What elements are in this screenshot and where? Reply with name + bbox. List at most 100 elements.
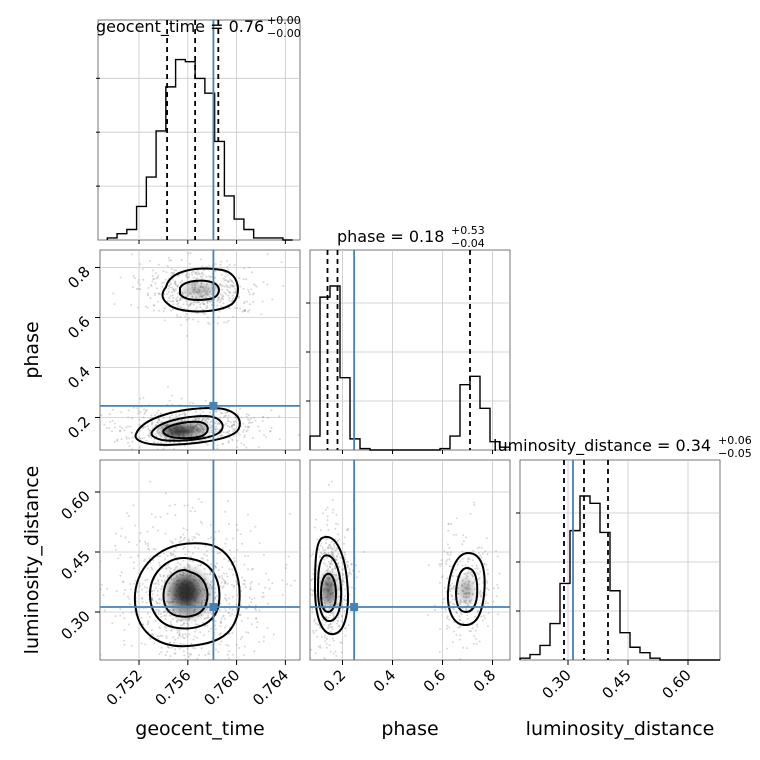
sample-point: [227, 414, 230, 417]
sample-point: [141, 597, 144, 600]
sample-point: [495, 550, 498, 553]
sample-point: [225, 284, 228, 287]
sample-point: [153, 277, 156, 280]
sample-point: [148, 557, 151, 560]
sample-point: [328, 544, 331, 547]
sample-point: [176, 299, 179, 302]
sample-point: [197, 614, 200, 617]
sample-point: [345, 627, 347, 630]
sample-point: [157, 441, 160, 444]
sample-point: [223, 626, 226, 629]
sample-point: [474, 629, 477, 632]
sample-point: [151, 422, 154, 425]
sample-point: [154, 433, 157, 436]
sample-point: [193, 630, 196, 633]
sample-point: [267, 578, 270, 581]
sample-point: [476, 547, 479, 550]
sample-point: [310, 588, 312, 591]
sample-point: [160, 421, 163, 424]
sample-point: [485, 600, 488, 603]
contour-mid: [148, 556, 221, 630]
sample-point: [169, 283, 172, 286]
sample-point: [148, 435, 150, 438]
sample-point: [194, 418, 197, 421]
sample-point: [131, 436, 134, 439]
sample-point: [156, 430, 159, 433]
sample-point: [130, 431, 133, 434]
sample-point: [479, 554, 482, 557]
sample-point: [228, 568, 231, 571]
sample-point: [483, 617, 486, 620]
sample-point: [119, 574, 122, 577]
sample-point: [204, 399, 207, 402]
sample-point: [179, 413, 182, 416]
sample-point: [469, 600, 472, 603]
sample-point: [335, 558, 337, 561]
sample-point: [155, 582, 158, 585]
sample-point: [204, 617, 207, 620]
sample-point: [445, 560, 448, 563]
sample-point: [196, 312, 199, 315]
sample-point: [323, 601, 326, 604]
sample-point: [204, 611, 207, 614]
sample-point: [217, 296, 220, 299]
sample-point: [239, 533, 242, 536]
sample-point: [139, 532, 142, 535]
sample-point: [196, 623, 199, 626]
sample-point: [234, 307, 236, 309]
sample-point: [325, 616, 328, 619]
sample-point: [220, 575, 223, 577]
sample-point: [194, 301, 196, 304]
sample-point: [152, 559, 155, 562]
sample-point: [153, 440, 156, 443]
sample-point: [337, 616, 340, 619]
sample-point: [125, 437, 128, 440]
sample-point: [235, 580, 238, 583]
sample-point: [266, 283, 269, 286]
sample-point: [326, 565, 329, 568]
title-luminosity-distance: luminosity_distance = 0.34: [493, 436, 711, 456]
sample-point: [185, 334, 188, 337]
sample-point: [245, 430, 248, 433]
sample-point: [235, 523, 238, 526]
sample-point: [324, 658, 327, 661]
sample-point: [111, 419, 114, 422]
sample-point: [219, 621, 222, 624]
sample-point: [208, 630, 210, 633]
sample-point: [440, 559, 443, 562]
sample-point: [270, 409, 273, 412]
sample-point: [214, 591, 217, 594]
sample-point: [327, 560, 330, 563]
sample-point: [167, 287, 170, 290]
sample-point: [332, 615, 335, 618]
sample-point: [165, 441, 168, 444]
sample-point: [271, 582, 274, 585]
sample-point: [205, 418, 208, 421]
sample-point: [262, 416, 265, 419]
sample-point: [263, 635, 265, 638]
sample-point: [284, 567, 287, 570]
sample-point: [472, 581, 475, 584]
sample-point: [201, 522, 204, 525]
sample-point: [184, 414, 187, 417]
sample-point: [187, 623, 189, 626]
sample-point: [250, 271, 253, 274]
sample-point: [329, 630, 332, 633]
sample-point: [434, 609, 437, 611]
sample-point: [344, 634, 347, 637]
sample-point: [202, 557, 204, 560]
sample-point: [455, 533, 458, 536]
sample-point: [147, 544, 149, 547]
contour-upper-inner: [179, 279, 220, 301]
sample-point: [165, 271, 168, 274]
sample-point: [486, 581, 489, 584]
sample-point: [233, 421, 236, 424]
sample-point: [161, 432, 163, 435]
sample-point: [455, 568, 457, 571]
sample-point: [148, 616, 151, 618]
sample-point: [198, 417, 201, 420]
sample-point: [327, 546, 330, 549]
sample-point: [239, 407, 241, 410]
sample-point: [219, 625, 222, 628]
sample-point: [160, 441, 163, 444]
